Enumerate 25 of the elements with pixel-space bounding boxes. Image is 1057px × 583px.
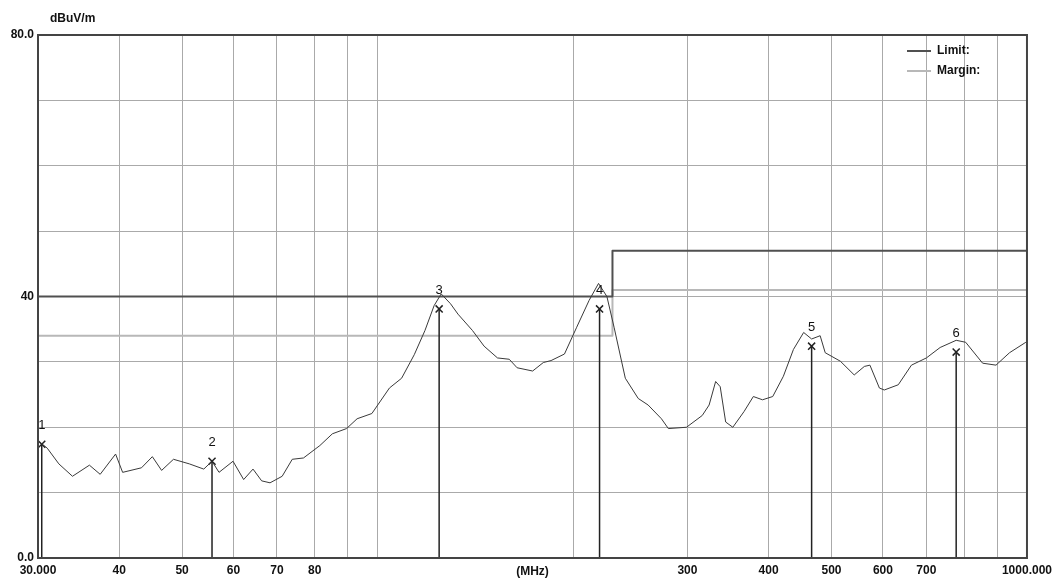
annotation: 3 (435, 282, 443, 297)
x-tick-label: 300 (677, 562, 698, 577)
x-tick-label: 1000.000 (1001, 562, 1053, 577)
annotation: 4 (595, 282, 604, 297)
y-tick-label: 0.0 (17, 550, 35, 565)
x-tick-label: 80 (307, 562, 322, 577)
x-tick-label: 70 (270, 562, 284, 577)
x-axis-title: (MHz) (516, 564, 549, 579)
x-tick-label: 50 (175, 562, 190, 577)
x-tick-label: 400 (758, 562, 779, 577)
annotation: 2 (208, 434, 216, 450)
x-tick-label: 60 (226, 562, 241, 577)
x-tick-label: 700 (916, 562, 937, 577)
x-tick-label: 600 (872, 562, 894, 577)
x-tick-label: 30.000 (19, 562, 57, 577)
y-axis-title: dBuV/m (50, 11, 96, 26)
x-tick-label: 500 (821, 562, 842, 577)
annotation: 1 (38, 417, 46, 433)
annotation: 6 (952, 325, 960, 341)
y-tick-label: 40 (20, 288, 35, 303)
y-tick-label: 80.0 (10, 27, 35, 42)
x-tick-label: 40 (112, 562, 127, 577)
legend-label: Limit: (936, 43, 970, 58)
legend-label: Margin: (936, 63, 981, 78)
annotation: 5 (808, 319, 816, 335)
